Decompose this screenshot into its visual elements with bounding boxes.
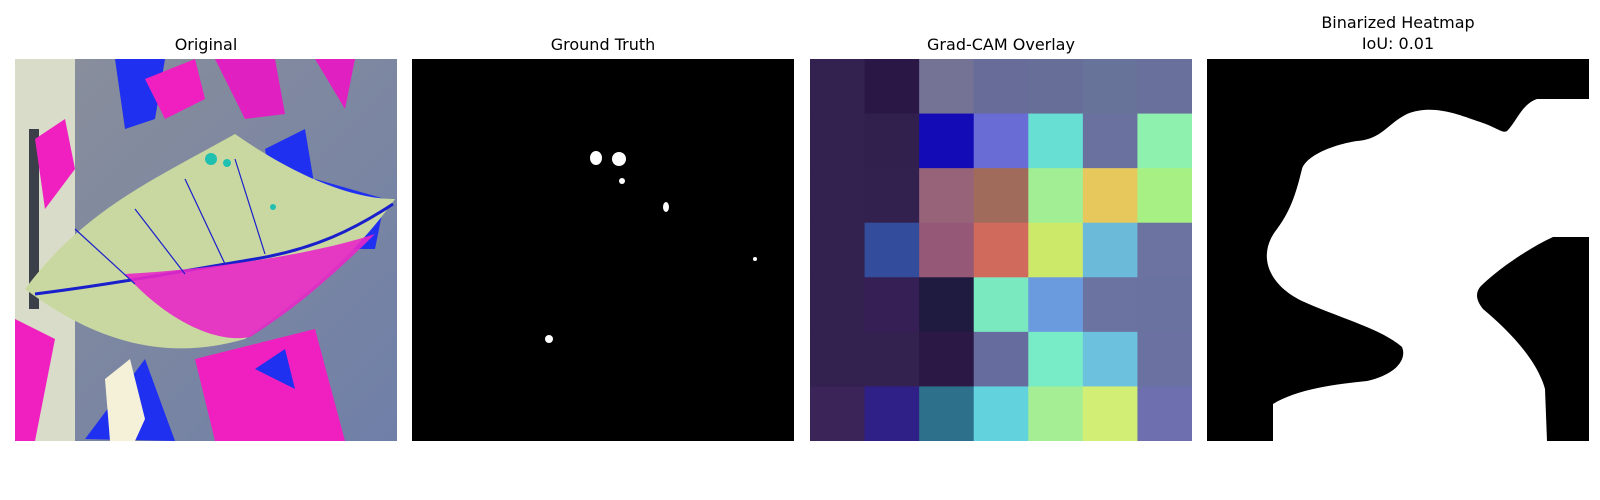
gradcam-cell bbox=[1137, 59, 1192, 115]
ground-truth-mask bbox=[412, 59, 794, 441]
gradcam-cell bbox=[810, 113, 866, 169]
binarized-mask bbox=[1207, 59, 1589, 441]
gradcam-cell bbox=[919, 168, 975, 224]
panel-title-gradcam: Grad-CAM Overlay bbox=[927, 35, 1075, 54]
original-panel: Original bbox=[15, 0, 397, 500]
gradcam-cell bbox=[1028, 113, 1084, 169]
gradcam-cell bbox=[973, 331, 1029, 387]
gradcam-cell bbox=[1028, 59, 1084, 115]
gradcam-cell bbox=[1028, 277, 1084, 333]
gradcam-cell bbox=[1082, 222, 1138, 278]
gradcam-cell bbox=[1028, 331, 1084, 387]
gradcam-cell bbox=[1082, 331, 1138, 387]
gradcam-cell bbox=[973, 168, 1029, 224]
gradcam-heatmap bbox=[810, 59, 1192, 441]
gradcam-cell bbox=[864, 277, 920, 333]
gradcam-cell bbox=[864, 113, 920, 169]
gradcam-cell bbox=[919, 113, 975, 169]
ground-truth-panel: Ground Truth bbox=[412, 0, 794, 500]
gradcam-cell bbox=[864, 168, 920, 224]
gradcam-panel: Grad-CAM Overlay bbox=[810, 0, 1192, 500]
gradcam-cell bbox=[973, 222, 1029, 278]
iou-label: IoU: 0.01 bbox=[1361, 34, 1435, 53]
gradcam-cell bbox=[973, 386, 1029, 441]
gradcam-cell bbox=[1082, 168, 1138, 224]
gradcam-cell bbox=[810, 386, 866, 441]
gradcam-cell bbox=[1028, 386, 1084, 441]
gradcam-cell bbox=[1137, 277, 1192, 333]
gradcam-cell bbox=[864, 386, 920, 441]
gradcam-cell bbox=[973, 59, 1029, 115]
gradcam-cell bbox=[1082, 113, 1138, 169]
gradcam-cell bbox=[1137, 386, 1192, 441]
gradcam-cell bbox=[919, 59, 975, 115]
gradcam-cell bbox=[864, 59, 920, 115]
gradcam-cell bbox=[1137, 331, 1192, 387]
gradcam-cell bbox=[1137, 113, 1192, 169]
gradcam-cell bbox=[864, 222, 920, 278]
original-image bbox=[15, 59, 397, 441]
gradcam-cell bbox=[810, 277, 866, 333]
gradcam-cell bbox=[1028, 222, 1084, 278]
panel-title-original: Original bbox=[174, 35, 238, 54]
gradcam-cell bbox=[1082, 386, 1138, 441]
gradcam-cell bbox=[864, 331, 920, 387]
gradcam-cell bbox=[1082, 59, 1138, 115]
panel-title-ground-truth: Ground Truth bbox=[550, 35, 656, 54]
gradcam-cell bbox=[919, 386, 975, 441]
gradcam-cell bbox=[1137, 222, 1192, 278]
gradcam-cell bbox=[1082, 277, 1138, 333]
gradcam-cell bbox=[973, 277, 1029, 333]
gradcam-cell bbox=[1137, 168, 1192, 224]
gradcam-cell bbox=[810, 59, 866, 115]
gradcam-cell bbox=[810, 168, 866, 224]
gradcam-cell bbox=[810, 331, 866, 387]
panel-title-binarized: Binarized Heatmap bbox=[1321, 13, 1475, 32]
gradcam-cell bbox=[1028, 168, 1084, 224]
gradcam-cell bbox=[810, 222, 866, 278]
gradcam-cell bbox=[919, 277, 975, 333]
gradcam-cell bbox=[919, 331, 975, 387]
binarized-panel: Binarized Heatmap IoU: 0.01 bbox=[1207, 0, 1589, 500]
gradcam-cell bbox=[919, 222, 975, 278]
gradcam-cell bbox=[973, 113, 1029, 169]
